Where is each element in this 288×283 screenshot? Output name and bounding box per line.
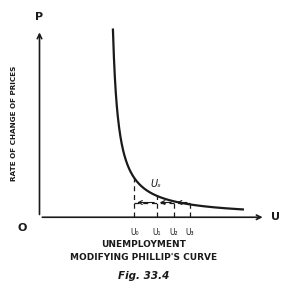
Text: MODIFYING PHILLIP'S CURVE: MODIFYING PHILLIP'S CURVE xyxy=(71,253,217,262)
Text: Uₛ: Uₛ xyxy=(150,179,161,190)
Text: UNEMPLOYMENT: UNEMPLOYMENT xyxy=(102,239,186,248)
Text: U₃: U₃ xyxy=(185,228,194,237)
Text: U₂: U₂ xyxy=(170,228,178,237)
Text: U₀: U₀ xyxy=(130,228,139,237)
Text: RATE OF CHANGE OF PRICES: RATE OF CHANGE OF PRICES xyxy=(11,66,17,181)
Text: U₁: U₁ xyxy=(153,228,161,237)
Text: P: P xyxy=(35,12,43,22)
Text: O: O xyxy=(18,223,27,233)
Text: U: U xyxy=(271,212,280,222)
Text: Fig. 33.4: Fig. 33.4 xyxy=(118,271,170,281)
